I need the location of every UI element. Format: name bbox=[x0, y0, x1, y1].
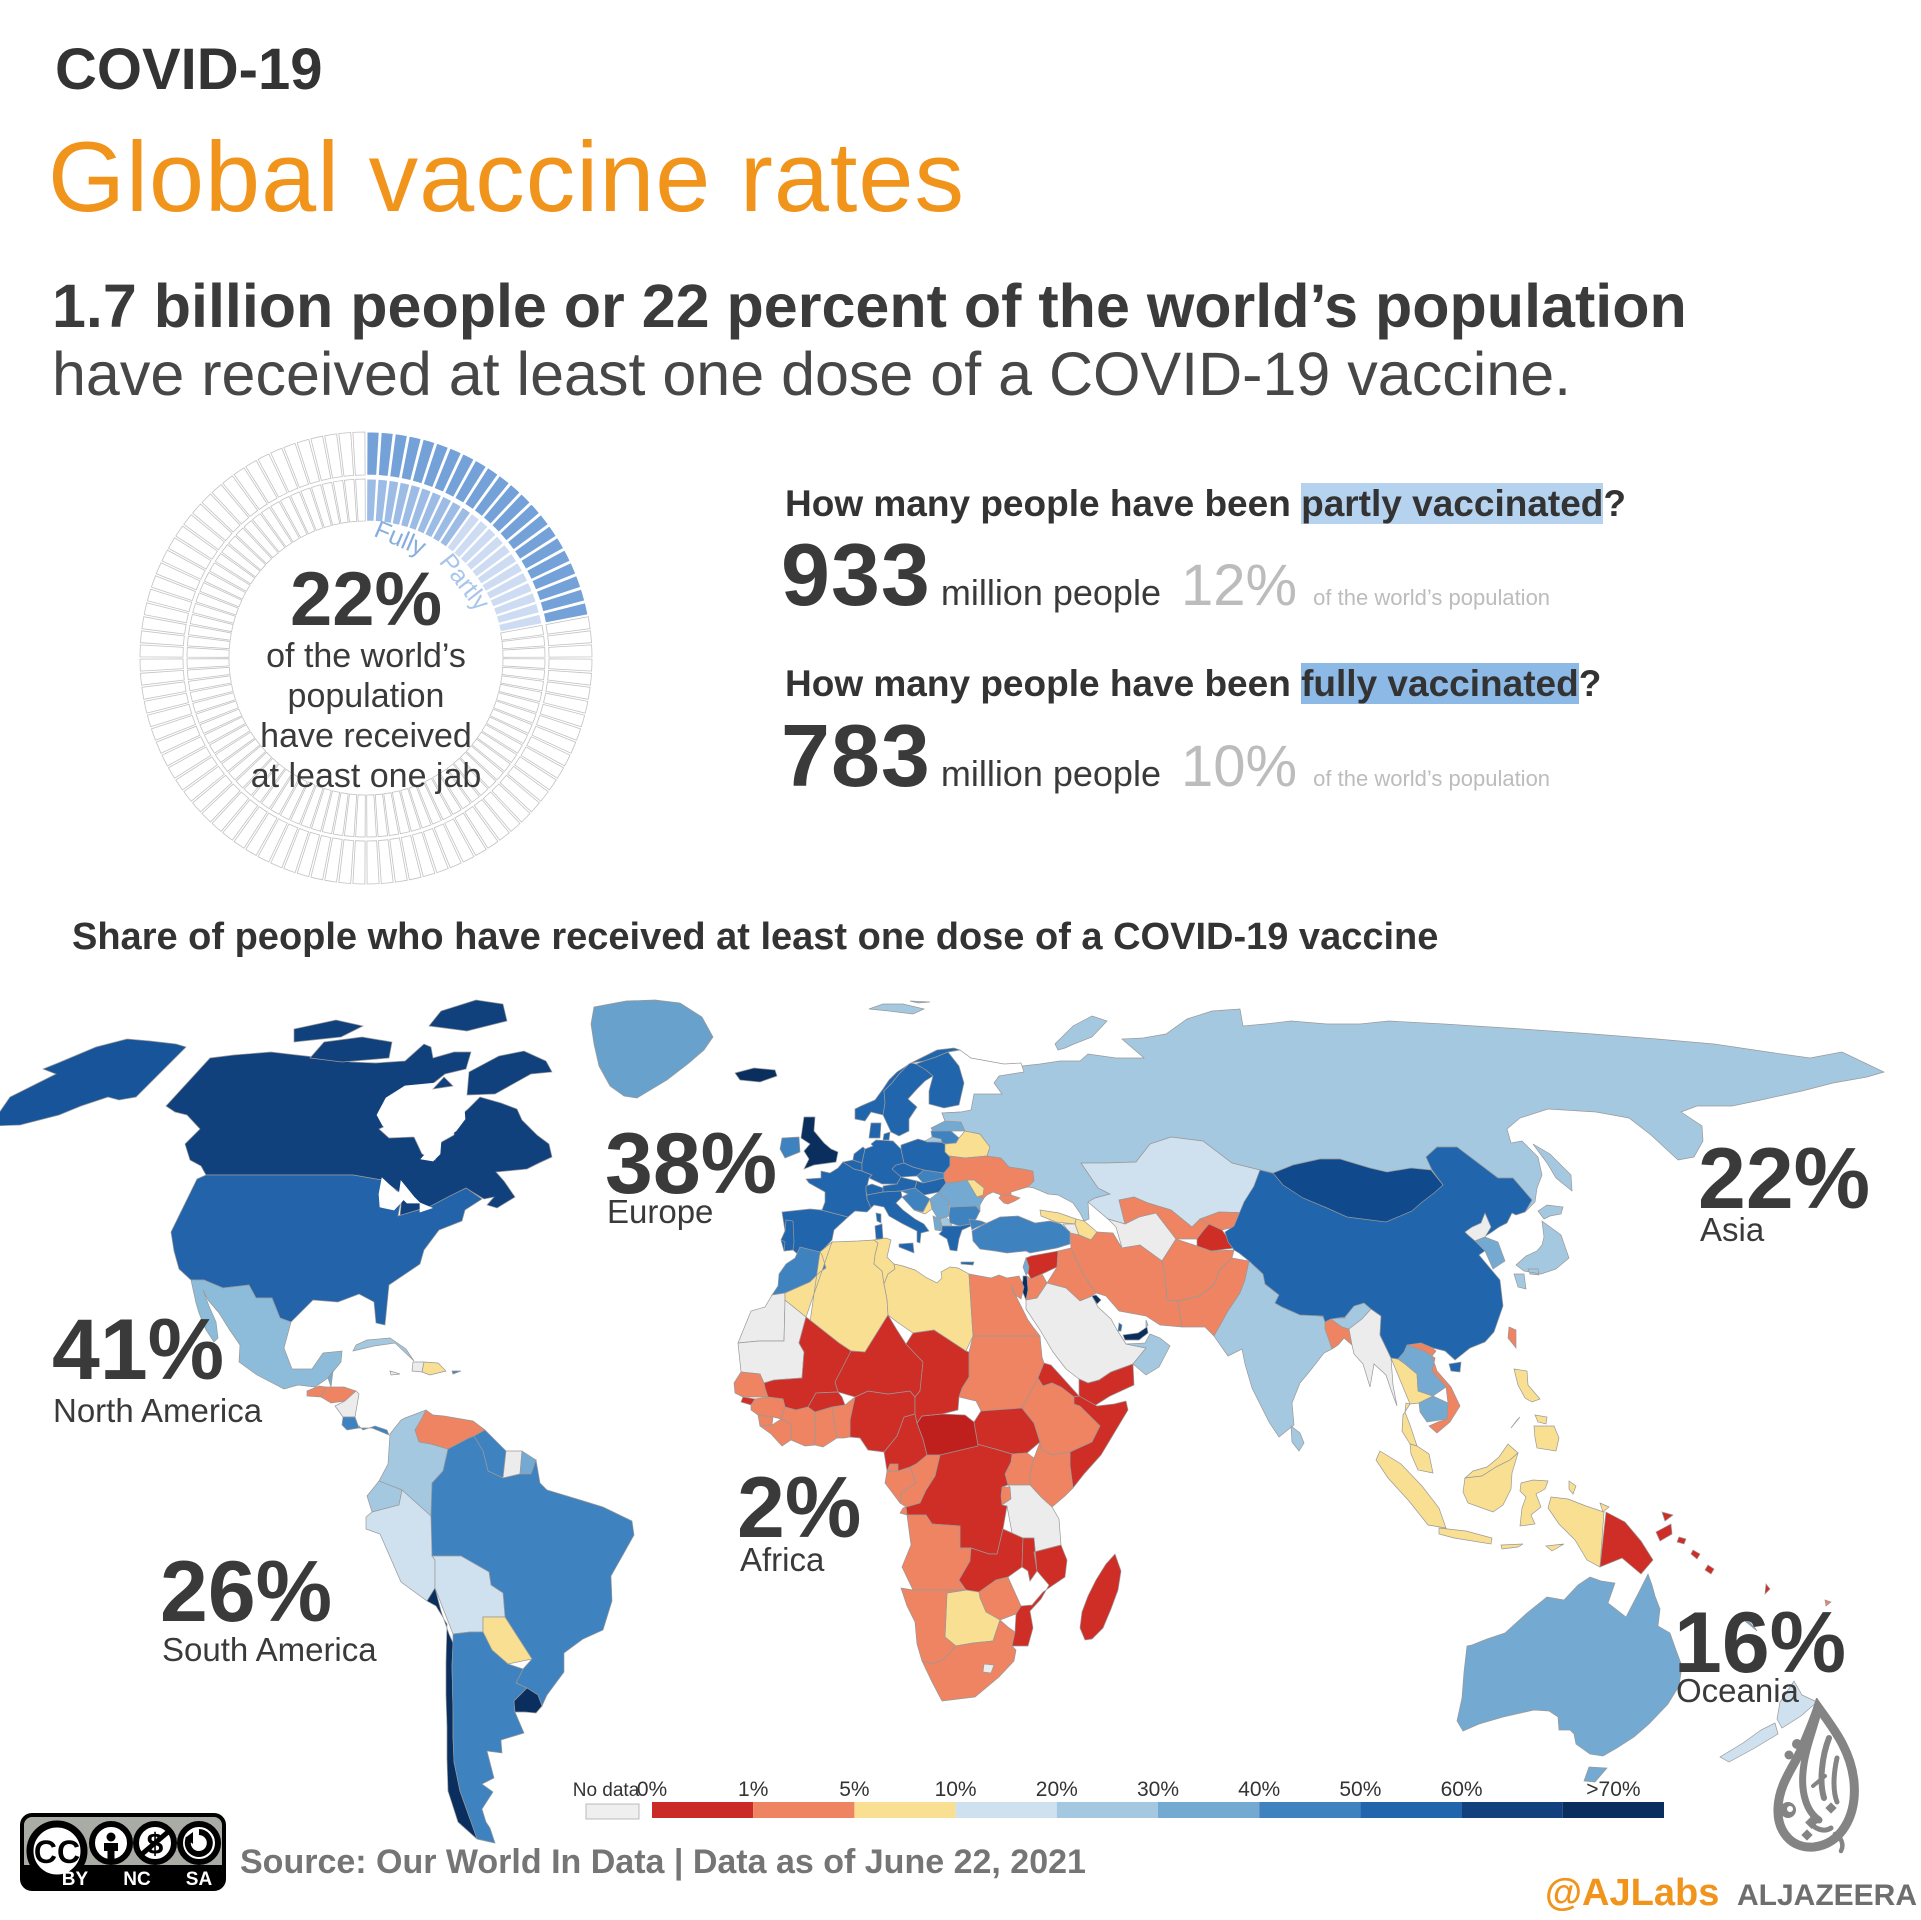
svg-text:50%: 50% bbox=[1339, 1778, 1381, 1801]
svg-text:NC: NC bbox=[123, 1869, 151, 1890]
svg-text:CC: CC bbox=[34, 1834, 80, 1870]
svg-text:5%: 5% bbox=[839, 1778, 869, 1801]
svg-text:SA: SA bbox=[186, 1869, 213, 1890]
svg-text:20%: 20% bbox=[1036, 1778, 1078, 1801]
svg-text:60%: 60% bbox=[1441, 1778, 1483, 1801]
svg-text:0%: 0% bbox=[637, 1778, 667, 1801]
svg-text:BY: BY bbox=[62, 1869, 89, 1890]
svg-text:>70%: >70% bbox=[1586, 1778, 1640, 1801]
svg-text:30%: 30% bbox=[1137, 1778, 1179, 1801]
svg-text:40%: 40% bbox=[1238, 1778, 1280, 1801]
svg-text:10%: 10% bbox=[935, 1778, 977, 1801]
svg-text:1%: 1% bbox=[738, 1778, 768, 1801]
svg-text:No data: No data bbox=[573, 1780, 640, 1801]
